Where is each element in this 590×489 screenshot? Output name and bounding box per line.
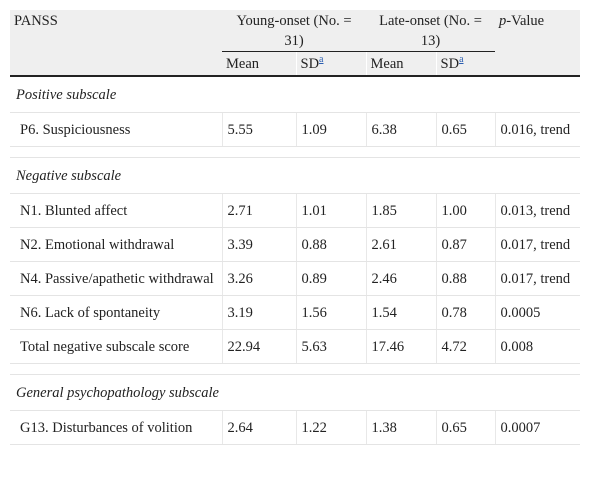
- late-sd: 4.72: [435, 329, 496, 364]
- item-label: N4. Passive/apathetic withdrawal: [10, 261, 222, 296]
- p-value: 0.017, trend: [494, 261, 581, 296]
- panss-table-container: PANSS Young-onset (No. = 31) Late-onset …: [10, 10, 581, 445]
- late-mean: 1.38: [365, 410, 437, 445]
- table-body: Positive subscale P6. Suspiciousness 5.5…: [10, 76, 581, 445]
- late-sd: 0.87: [435, 227, 496, 262]
- late-mean: 17.46: [365, 329, 437, 364]
- spacer-cell: [10, 146, 581, 158]
- section-title: Negative subscale: [10, 157, 581, 194]
- item-label: G13. Disturbances of volition: [10, 410, 222, 445]
- young-mean: 22.94: [221, 329, 296, 364]
- header-late-onset: Late-onset (No. = 13): [366, 10, 496, 52]
- section-row: General psychopathology subscale: [10, 374, 581, 411]
- young-mean: 2.64: [221, 410, 296, 445]
- header-late-sd: SDa: [435, 51, 496, 76]
- table-row: N2. Emotional withdrawal 3.39 0.88 2.61 …: [10, 227, 581, 262]
- young-mean: 5.55: [221, 112, 296, 147]
- section-row: Positive subscale: [10, 76, 581, 113]
- p-value: 0.017, trend: [494, 227, 581, 262]
- young-mean: 3.39: [221, 227, 296, 262]
- young-sd: 0.88: [295, 227, 367, 262]
- young-mean: 3.19: [221, 295, 296, 330]
- header-row-groups: PANSS Young-onset (No. = 31) Late-onset …: [10, 10, 581, 52]
- section-row: Negative subscale: [10, 157, 581, 194]
- item-label: N6. Lack of spontaneity: [10, 295, 222, 330]
- p-value: 0.013, trend: [494, 193, 581, 228]
- item-label: N2. Emotional withdrawal: [10, 227, 222, 262]
- table-row: G13. Disturbances of volition 2.64 1.22 …: [10, 410, 581, 445]
- late-sd: 0.65: [435, 410, 496, 445]
- header-p-italic: p: [499, 13, 507, 29]
- spacer-row: [10, 363, 581, 375]
- late-mean: 1.85: [365, 193, 437, 228]
- item-label: Total negative subscale score: [10, 329, 222, 364]
- item-label: N1. Blunted affect: [10, 193, 222, 228]
- table-row: N1. Blunted affect 2.71 1.01 1.85 1.00 0…: [10, 193, 581, 228]
- young-mean: 2.71: [221, 193, 296, 228]
- late-mean: 2.46: [365, 261, 437, 296]
- footnote-link[interactable]: a: [319, 54, 324, 66]
- late-mean: 6.38: [365, 112, 437, 147]
- late-mean: 2.61: [365, 227, 437, 262]
- p-value: 0.008: [494, 329, 581, 364]
- header-young-sd-label: SD: [300, 56, 320, 72]
- p-value: 0.0007: [494, 410, 581, 445]
- spacer-row: [10, 146, 581, 158]
- p-value: 0.0005: [494, 295, 581, 330]
- table-header: PANSS Young-onset (No. = 31) Late-onset …: [10, 10, 581, 76]
- header-panss: PANSS: [14, 13, 58, 29]
- table-row: P6. Suspiciousness 5.55 1.09 6.38 0.65 0…: [10, 112, 581, 147]
- header-late-sd-label: SD: [440, 56, 460, 72]
- header-late-mean: Mean: [365, 51, 437, 76]
- footnote-link[interactable]: a: [459, 54, 464, 66]
- young-sd: 1.01: [295, 193, 367, 228]
- young-sd: 1.09: [295, 112, 367, 147]
- late-sd: 0.78: [435, 295, 496, 330]
- section-title: Positive subscale: [10, 76, 581, 113]
- header-p-value: p-Value: [495, 10, 580, 76]
- table-row: Total negative subscale score 22.94 5.63…: [10, 329, 581, 364]
- header-young-onset: Young-onset (No. = 31): [222, 10, 367, 52]
- young-sd: 5.63: [295, 329, 367, 364]
- table-row: N6. Lack of spontaneity 3.19 1.56 1.54 0…: [10, 295, 581, 330]
- header-p-rest: -Value: [506, 13, 545, 29]
- header-young-mean: Mean: [226, 56, 260, 72]
- young-sd: 1.22: [295, 410, 367, 445]
- late-sd: 1.00: [435, 193, 496, 228]
- late-mean: 1.54: [365, 295, 437, 330]
- late-sd: 0.65: [435, 112, 496, 147]
- item-label: P6. Suspiciousness: [10, 112, 222, 147]
- young-mean: 3.26: [221, 261, 296, 296]
- panss-comparison-table: PANSS Young-onset (No. = 31) Late-onset …: [10, 10, 581, 445]
- late-sd: 0.88: [435, 261, 496, 296]
- young-sd: 1.56: [295, 295, 367, 330]
- young-sd: 0.89: [295, 261, 367, 296]
- table-row: N4. Passive/apathetic withdrawal 3.26 0.…: [10, 261, 581, 296]
- header-young-sd: SDa: [295, 51, 367, 76]
- spacer-cell: [10, 363, 581, 375]
- p-value: 0.016, trend: [494, 112, 581, 147]
- section-title: General psychopathology subscale: [10, 374, 581, 411]
